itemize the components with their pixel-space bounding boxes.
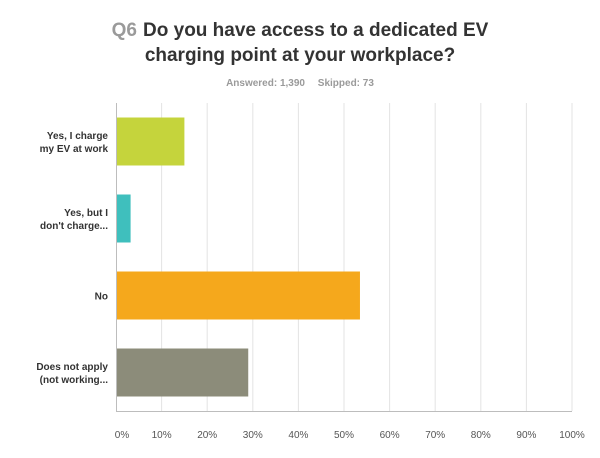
category-label-line: Yes, but I (64, 208, 108, 219)
bar (117, 271, 360, 320)
category-label: No (95, 292, 108, 303)
category-label-line: Yes, I charge (47, 131, 109, 142)
response-stats: Answered: 1,390 Skipped: 73 (0, 78, 600, 89)
category-label: Yes, I charge my EV at work (40, 131, 109, 155)
x-tick-label: 90% (516, 430, 536, 441)
answered-count: Answered: 1,390 (226, 78, 305, 89)
x-tick-label: 20% (197, 430, 217, 441)
category-label-line: don't charge... (40, 221, 108, 232)
bar (117, 194, 131, 243)
skipped-count: Skipped: 73 (317, 78, 374, 89)
x-tick-label: 10% (152, 430, 172, 441)
x-tick-label: 40% (288, 430, 308, 441)
x-tick-label: 50% (334, 430, 354, 441)
x-tick-label: 80% (471, 430, 491, 441)
title-line-2: charging point at your workplace? (144, 45, 456, 66)
category-label-line: Does not apply (36, 362, 108, 373)
category-label-line: No (95, 292, 108, 303)
category-label-line: (not working... (40, 375, 109, 386)
chart-title: Q6 Do you have access to a dedicated EV c… (0, 18, 600, 68)
question-number: Q6 (111, 20, 138, 41)
title-line-1: Do you have access to a dedicated EV (143, 20, 489, 41)
x-tick-label: 0% (115, 430, 130, 441)
x-tick-label: 100% (559, 430, 585, 441)
x-tick-label: 70% (425, 430, 445, 441)
category-label: Yes, but I don't charge... (40, 208, 108, 232)
x-tick-label: 60% (380, 430, 400, 441)
category-label-line: my EV at work (40, 144, 109, 155)
bar (117, 348, 249, 397)
bar (117, 117, 185, 166)
x-tick-label: 30% (243, 430, 263, 441)
category-label: Does not apply (not working... (36, 362, 108, 386)
